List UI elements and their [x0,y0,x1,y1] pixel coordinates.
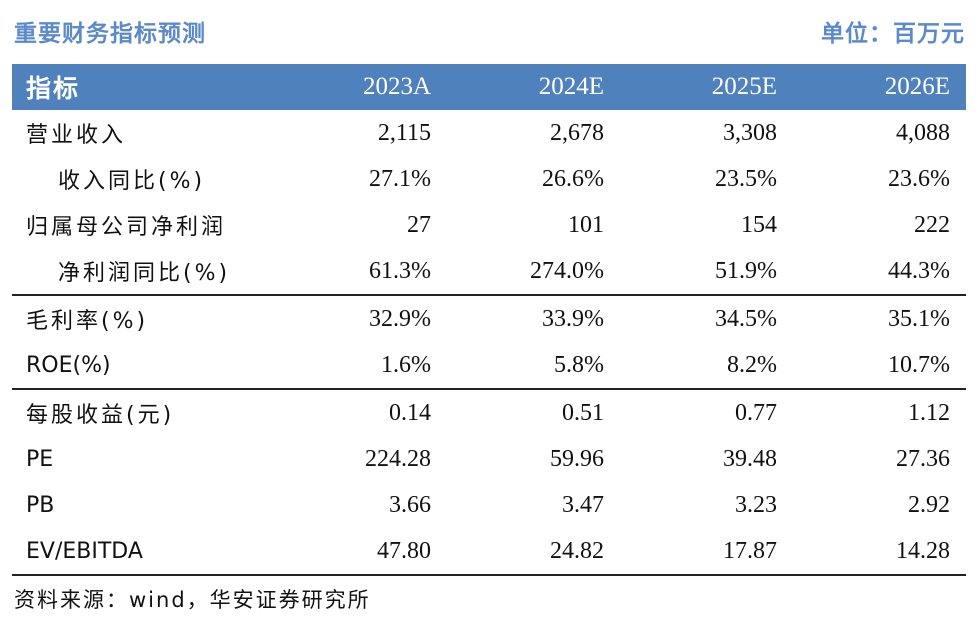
cell-value: 3,308 [723,119,777,146]
cell-value: 35.1% [888,305,950,332]
cell-value: 3.23 [735,491,777,518]
cell-value: 274.0% [530,257,604,284]
row-label: 归属母公司净利润 [26,215,227,240]
cell-value: 27 [407,211,431,238]
table-group-profitability: 毛利率(%) 32.9% 33.9% 34.5% 35.1% ROE(%) 1.… [12,296,966,390]
row-label: 收入同比(%) [58,169,206,194]
cell-value: 61.3% [369,257,431,284]
cell-value: 34.5% [715,305,777,332]
cell-value: 2.92 [908,491,950,518]
cell-value: 47.80 [377,537,431,564]
cell-value: 154 [741,211,777,238]
row-label: 毛利率(%) [26,309,149,334]
table-row: ROE(%) 1.6% 5.8% 8.2% 10.7% [12,342,966,388]
cell-value: 2,678 [550,119,604,146]
cell-value: 51.9% [715,257,777,284]
header-label: 指标 [26,74,81,103]
cell-value: 10.7% [888,351,950,378]
cell-value: 0.14 [389,399,431,426]
table-row: 归属母公司净利润 27 101 154 222 [12,202,966,248]
row-label: PB [26,492,55,518]
row-label: 营业收入 [26,123,127,148]
table-row: 每股收益(元) 0.14 0.51 0.77 1.12 [12,390,966,436]
cell-value: 23.5% [715,165,777,192]
cell-value: 59.96 [550,445,604,472]
cell-value: 5.8% [554,351,604,378]
cell-value: 32.9% [369,305,431,332]
cell-value: 3.66 [389,491,431,518]
source-note: 资料来源：wind，华安证券研究所 [14,588,371,612]
row-label: 每股收益(元) [26,403,175,428]
cell-value: 2,115 [377,119,431,146]
table-row: 毛利率(%) 32.9% 33.9% 34.5% 35.1% [12,296,966,342]
table-group-valuation: 每股收益(元) 0.14 0.51 0.77 1.12 PE 224.28 59… [12,390,966,576]
cell-value: 27.1% [369,165,431,192]
cell-value: 0.51 [562,399,604,426]
table-row: 营业收入 2,115 2,678 3,308 4,088 [12,110,966,156]
cell-value: 101 [568,211,604,238]
header-col-2026e: 2026E [884,73,950,100]
cell-value: 23.6% [888,165,950,192]
cell-value: 24.82 [550,537,604,564]
cell-value: 1.12 [908,399,950,426]
table-header-row: 指标 2023A 2024E 2025E 2026E [12,64,966,110]
header-col-2024e: 2024E [538,73,604,100]
row-label: 净利润同比(%) [58,261,231,286]
cell-value: 0.77 [735,399,777,426]
cell-value: 224.28 [365,445,431,472]
table-row: EV/EBITDA 47.80 24.82 17.87 14.28 [12,528,966,574]
cell-value: 27.36 [896,445,950,472]
cell-value: 8.2% [727,351,777,378]
cell-value: 26.6% [542,165,604,192]
table-row: PE 224.28 59.96 39.48 27.36 [12,436,966,482]
cell-value: 44.3% [888,257,950,284]
cell-value: 4,088 [896,119,950,146]
cell-value: 33.9% [542,305,604,332]
financial-forecast-table: 指标 2023A 2024E 2025E 2026E 营业收入 2,115 2,… [12,64,966,576]
row-label: ROE(%) [26,352,111,378]
cell-value: 3.47 [562,491,604,518]
table-row: PB 3.66 3.47 3.23 2.92 [12,482,966,528]
cell-value: 1.6% [381,351,431,378]
header-col-2023a: 2023A [362,73,431,100]
page-title: 重要财务指标预测 [14,21,206,47]
cell-value: 17.87 [723,537,777,564]
cell-value: 222 [914,211,950,238]
table-row: 净利润同比(%) 61.3% 274.0% 51.9% 44.3% [12,248,966,294]
table-group-growth: 营业收入 2,115 2,678 3,308 4,088 收入同比(%) 27.… [12,110,966,296]
cell-value: 14.28 [896,537,950,564]
unit-label: 单位：百万元 [821,21,965,47]
table-row: 收入同比(%) 27.1% 26.6% 23.5% 23.6% [12,156,966,202]
row-label: PE [26,446,54,472]
row-label: EV/EBITDA [26,538,143,564]
header-col-2025e: 2025E [711,73,777,100]
cell-value: 39.48 [723,445,777,472]
